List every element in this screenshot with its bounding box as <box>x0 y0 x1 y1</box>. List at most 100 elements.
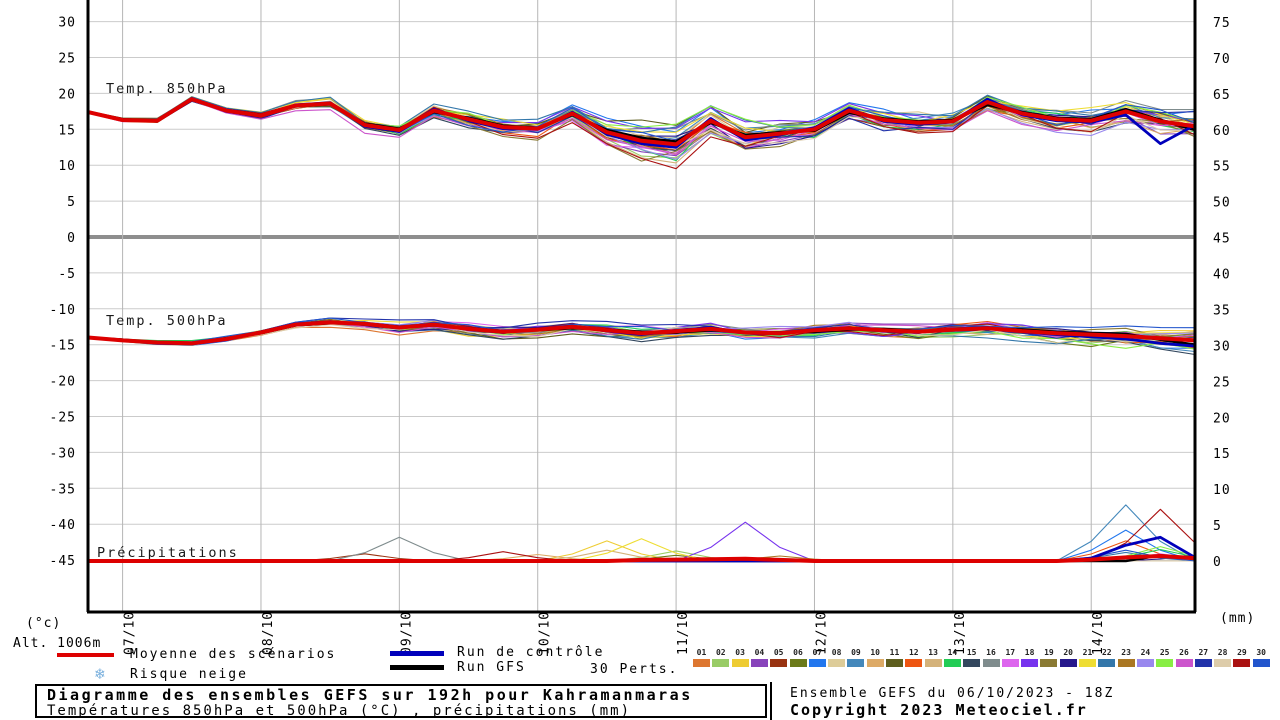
member-number: 18 <box>1024 648 1035 657</box>
member-legend-item: 13 <box>924 648 943 667</box>
member-legend-item: 28 <box>1213 648 1232 667</box>
member-number: 11 <box>889 648 900 657</box>
member-swatch <box>1214 659 1232 667</box>
member-number: 20 <box>1063 648 1073 657</box>
member-swatch <box>1117 659 1135 667</box>
altitude-label: Alt. 1006m <box>13 636 102 651</box>
left-tick: -35 <box>50 482 76 497</box>
date-label: 09/10 <box>399 611 414 655</box>
member-swatch <box>1021 659 1039 667</box>
member-swatch <box>1059 659 1077 667</box>
ensemble-member-line <box>88 508 1196 562</box>
axis-tick-labels: 302520151050-5-10-15-20-25-30-35-40-4575… <box>50 16 1231 655</box>
right-tick: 70 <box>1213 52 1231 67</box>
member-legend-item: 07 <box>808 648 827 667</box>
date-label: 10/10 <box>538 611 553 655</box>
right-tick: 50 <box>1213 196 1231 211</box>
member-swatch <box>789 659 807 667</box>
member-swatch <box>1156 659 1174 667</box>
right-tick: 25 <box>1213 375 1231 390</box>
date-label: 13/10 <box>953 611 968 655</box>
member-swatch <box>770 659 788 667</box>
member-legend-item: 25 <box>1155 648 1174 667</box>
date-label: 14/10 <box>1091 611 1106 655</box>
right-tick: 65 <box>1213 88 1231 103</box>
panel-label-t500: Temp. 500hPa <box>106 313 228 329</box>
legend-control-label: Run de contrôle <box>457 645 605 660</box>
member-number: 01 <box>696 648 707 657</box>
left-tick: -5 <box>58 267 76 282</box>
ensemble-member-line <box>88 504 1196 562</box>
member-number: 02 <box>715 648 726 657</box>
member-swatch <box>750 659 768 667</box>
right-tick: 30 <box>1213 339 1231 354</box>
member-number: 17 <box>1005 648 1016 657</box>
legend-gfs-label: Run GFS <box>457 660 526 675</box>
left-tick: -10 <box>50 303 76 318</box>
member-legend-item: 08 <box>827 648 846 667</box>
member-swatch <box>1194 659 1212 667</box>
ensemble-member-line <box>88 521 1195 562</box>
date-label: 12/10 <box>814 611 829 655</box>
snowflake-icon: ❄ <box>95 664 105 683</box>
ensemble-mean-line <box>87 320 1196 346</box>
member-number: 14 <box>947 648 958 657</box>
member-legend-item: 19 <box>1039 648 1058 667</box>
left-tick: 10 <box>58 159 76 174</box>
left-tick: 0 <box>67 231 76 246</box>
left-tick: 15 <box>58 123 76 138</box>
right-tick: 10 <box>1213 483 1231 498</box>
gfs-line-swatch <box>390 665 444 670</box>
member-legend-item: 05 <box>769 648 788 667</box>
member-swatch <box>963 659 981 667</box>
member-legend-item: 24 <box>1136 648 1155 667</box>
right-tick: 45 <box>1213 232 1231 247</box>
date-label: 11/10 <box>676 611 691 655</box>
member-swatch <box>808 659 826 667</box>
member-number: 25 <box>1159 648 1170 657</box>
member-legend-item: 10 <box>866 648 885 667</box>
right-tick: 60 <box>1213 124 1231 139</box>
member-legend-item: 23 <box>1117 648 1136 667</box>
member-number: 16 <box>986 648 996 657</box>
left-tick: 20 <box>58 87 76 102</box>
member-number: 27 <box>1198 648 1209 657</box>
left-tick: -25 <box>50 411 76 426</box>
member-swatch <box>866 659 884 667</box>
panel-labels: Temp. 850hPa Temp. 500hPa Précipitations <box>97 81 237 561</box>
member-legend-item: 15 <box>962 648 981 667</box>
member-legend-item: 18 <box>1020 648 1039 667</box>
member-legend-item: 26 <box>1175 648 1194 667</box>
member-number: 30 <box>1256 648 1266 657</box>
mean-line-swatch <box>57 653 114 657</box>
member-swatch <box>924 659 942 667</box>
left-tick: -20 <box>50 375 76 390</box>
gridlines <box>88 0 1195 612</box>
member-number: 03 <box>735 648 745 657</box>
member-number: 19 <box>1044 648 1054 657</box>
member-legend-item: 12 <box>904 648 923 667</box>
right-tick: 5 <box>1213 519 1222 534</box>
member-legend-item: 04 <box>750 648 769 667</box>
member-swatch <box>712 659 730 667</box>
member-swatch <box>1175 659 1193 667</box>
member-number: 09 <box>851 648 861 657</box>
member-legend-item: 09 <box>846 648 865 667</box>
member-number: 21 <box>1082 648 1093 657</box>
member-swatch <box>828 659 846 667</box>
right-tick: 75 <box>1213 16 1231 31</box>
right-tick: 40 <box>1213 268 1231 283</box>
ensemble-mean-line <box>88 554 1196 563</box>
legend-mean-label: Moyenne des scénarios <box>130 647 337 662</box>
member-number: 15 <box>966 648 977 657</box>
copyright: Copyright 2023 Meteociel.fr <box>790 701 1088 719</box>
panel-precip <box>88 504 1196 563</box>
panel-t500 <box>87 317 1196 356</box>
right-tick: 15 <box>1213 447 1231 462</box>
ensemble-member-line <box>88 529 1196 562</box>
member-legend-item: 03 <box>731 648 750 667</box>
member-swatch <box>693 659 710 667</box>
member-number: 10 <box>870 648 880 657</box>
